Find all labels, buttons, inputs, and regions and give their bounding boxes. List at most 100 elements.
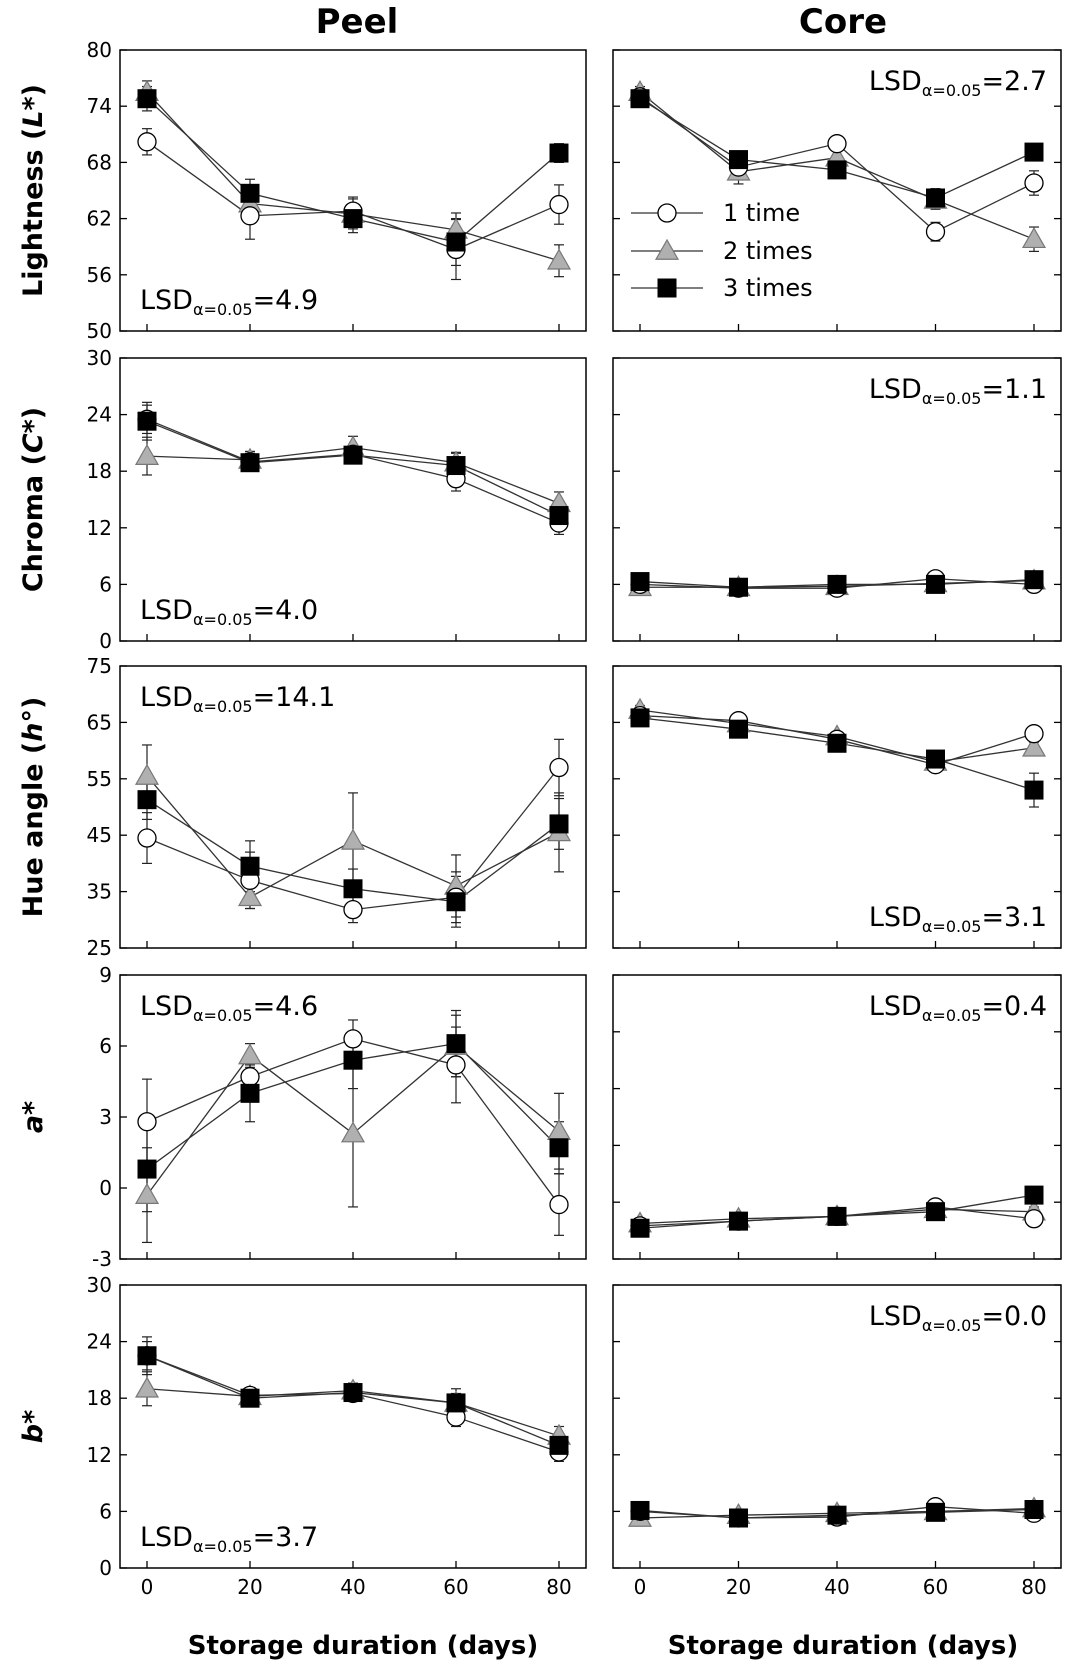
panel-peel-chroma: 0 6 12 18 24 30 Chroma (C*) LSDα=0.05=4.0 — [18, 346, 587, 653]
series-1 — [142, 404, 564, 536]
y-tick-label: 35 — [87, 880, 112, 904]
legend-marker — [654, 238, 680, 260]
y-tick-label: 56 — [87, 263, 112, 287]
data-point — [827, 134, 847, 154]
y-axis-label: a* — [18, 1101, 49, 1133]
data-point — [630, 89, 650, 109]
series-line — [146, 1355, 560, 1453]
y-tick-label: 80 — [87, 38, 112, 62]
y-tick-label: 12 — [87, 1443, 112, 1467]
data-point — [343, 209, 363, 229]
data-point — [549, 506, 569, 526]
data-point — [137, 1112, 157, 1132]
legend-marker — [657, 278, 677, 298]
x-tick-label: 40 — [824, 1575, 849, 1599]
data-point — [343, 445, 363, 465]
series-line — [146, 141, 560, 251]
data-point — [137, 89, 157, 109]
data-point — [343, 1383, 363, 1403]
series-line — [146, 418, 560, 524]
data-point — [925, 222, 946, 242]
data-point — [1024, 724, 1044, 744]
data-point — [237, 1043, 263, 1065]
lsd-annotation: LSDα=0.05=0.0 — [869, 1301, 1047, 1335]
legend: 1 time 2 times 3 times — [631, 199, 813, 302]
x-axis-label-peel: Storage duration (days) — [188, 1631, 538, 1661]
data-point — [137, 411, 157, 431]
data-point — [1024, 173, 1044, 193]
legend-marker — [657, 203, 677, 223]
x-axis-label-core: Storage duration (days) — [668, 1631, 1018, 1661]
panel-peel-b: 0 6 12 18 24 30 0 20 40 60 80 b* LSDα=0.05=3.7 — [18, 1273, 587, 1599]
y-tick-label: 6 — [99, 1034, 112, 1058]
data-point — [926, 749, 945, 769]
y-axis-label: Hue angle (h°) — [18, 697, 49, 918]
data-point — [446, 892, 466, 912]
data-point — [240, 1067, 260, 1087]
lsd-annotation: LSDα=0.05=0.4 — [869, 991, 1047, 1025]
data-point — [729, 1508, 748, 1528]
panel-core-a: LSDα=0.05=0.4 — [612, 974, 1062, 1260]
y-tick-label: 55 — [87, 767, 112, 791]
data-point — [546, 1118, 572, 1141]
data-point — [134, 1376, 160, 1398]
legend-label: 1 time — [723, 199, 800, 227]
x-tick-label: 20 — [726, 1575, 751, 1599]
data-point — [1024, 142, 1044, 162]
data-point — [137, 790, 157, 810]
x-tick-label: 80 — [1021, 1575, 1046, 1599]
column-title-peel: Peel — [316, 2, 399, 42]
data-point — [340, 1121, 366, 1143]
x-tick-label: 0 — [141, 1575, 154, 1599]
x-tick-label: 60 — [443, 1575, 468, 1599]
y-tick-label: 45 — [87, 823, 112, 847]
y-tick-label: 6 — [99, 572, 112, 596]
data-point — [549, 1194, 569, 1215]
lsd-annotation: LSDα=0.05=3.1 — [869, 902, 1047, 936]
x-tick-label: 80 — [546, 1575, 571, 1599]
panel-core-lightness: LSDα=0.05=2.7 1 time 2 times 3 times — [612, 49, 1062, 332]
data-point — [1024, 1185, 1044, 1205]
data-point — [549, 1435, 569, 1455]
data-point — [1024, 570, 1044, 590]
data-point — [549, 814, 569, 834]
data-point — [240, 1388, 260, 1408]
lsd-annotation: LSDα=0.05=14.1 — [140, 682, 335, 716]
y-tick-label: 0 — [99, 629, 112, 653]
data-point — [1021, 735, 1047, 757]
y-tick-label: 74 — [87, 94, 112, 118]
lsd-annotation: LSDα=0.05=1.1 — [869, 374, 1047, 408]
data-point — [343, 1050, 363, 1070]
data-point — [343, 899, 363, 920]
data-point — [134, 763, 160, 785]
y-tick-label: 3 — [99, 1105, 112, 1129]
y-tick-label: 68 — [87, 150, 112, 174]
series-3 — [142, 85, 564, 267]
data-point — [827, 1206, 847, 1226]
data-point — [446, 232, 466, 252]
y-tick-label: 0 — [99, 1556, 112, 1580]
data-point — [137, 1159, 157, 1179]
data-point — [549, 143, 569, 163]
y-tick-label: 18 — [87, 1386, 112, 1410]
x-tick-label: 40 — [340, 1575, 365, 1599]
data-point — [1024, 1500, 1044, 1520]
y-tick-label: -3 — [92, 1247, 112, 1271]
y-tick-label: 65 — [87, 710, 112, 734]
data-point — [630, 708, 650, 728]
data-point — [729, 150, 748, 170]
y-tick-label: 30 — [87, 1273, 112, 1297]
data-point — [240, 183, 260, 203]
data-point — [134, 1182, 160, 1204]
x-tick-label: 0 — [634, 1575, 647, 1599]
data-point — [240, 453, 260, 473]
y-axis-label: b* — [18, 1410, 49, 1443]
data-point — [1024, 780, 1044, 800]
y-tick-label: 75 — [87, 654, 112, 678]
data-point — [240, 206, 260, 226]
panel-peel-lightness: 50 56 62 68 74 80 Lightness (L*) LSDα=0.05=4.9 — [18, 38, 587, 343]
data-point — [343, 1029, 363, 1049]
data-point — [549, 194, 569, 215]
y-tick-label: 30 — [87, 346, 112, 370]
